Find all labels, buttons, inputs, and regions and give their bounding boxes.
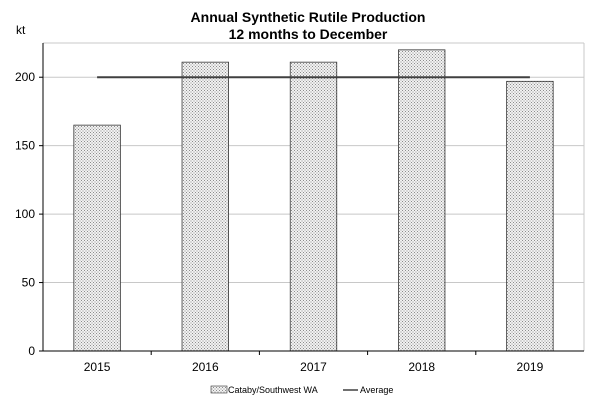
bar-2016 — [181, 61, 229, 352]
legend: Cataby/Southwest WA Average — [210, 385, 393, 395]
chart-subtitle: 12 months to December — [229, 26, 388, 42]
bars — [73, 49, 554, 352]
y-axis-label: kt — [16, 23, 26, 37]
bar-2019 — [506, 80, 554, 352]
bar-2018 — [398, 49, 446, 352]
chart-title: Annual Synthetic Rutile Production — [191, 9, 426, 25]
x-tick-label-2017: 2017 — [300, 360, 327, 374]
legend-label-average: Average — [360, 385, 393, 395]
x-tick-label-2019: 2019 — [517, 360, 544, 374]
legend-swatch-bars — [210, 385, 228, 394]
bar-2015 — [73, 124, 121, 352]
legend-label-bars: Cataby/Southwest WA — [228, 385, 318, 395]
x-tick-label-2018: 2018 — [408, 360, 435, 374]
bar-2017 — [289, 61, 338, 352]
y-tick-label-150: 150 — [15, 139, 35, 153]
y-tick-label-50: 50 — [22, 276, 36, 290]
x-tick-label-2015: 2015 — [84, 360, 111, 374]
y-tick-label-0: 0 — [28, 344, 35, 358]
x-tick-labels: 2015 2016 2017 2018 2019 — [84, 351, 544, 374]
x-tick-label-2016: 2016 — [192, 360, 219, 374]
y-tick-labels: 0 50 100 150 200 — [15, 70, 43, 358]
y-tick-label-100: 100 — [15, 207, 35, 221]
y-tick-label-200: 200 — [15, 70, 35, 84]
axes — [42, 43, 584, 352]
